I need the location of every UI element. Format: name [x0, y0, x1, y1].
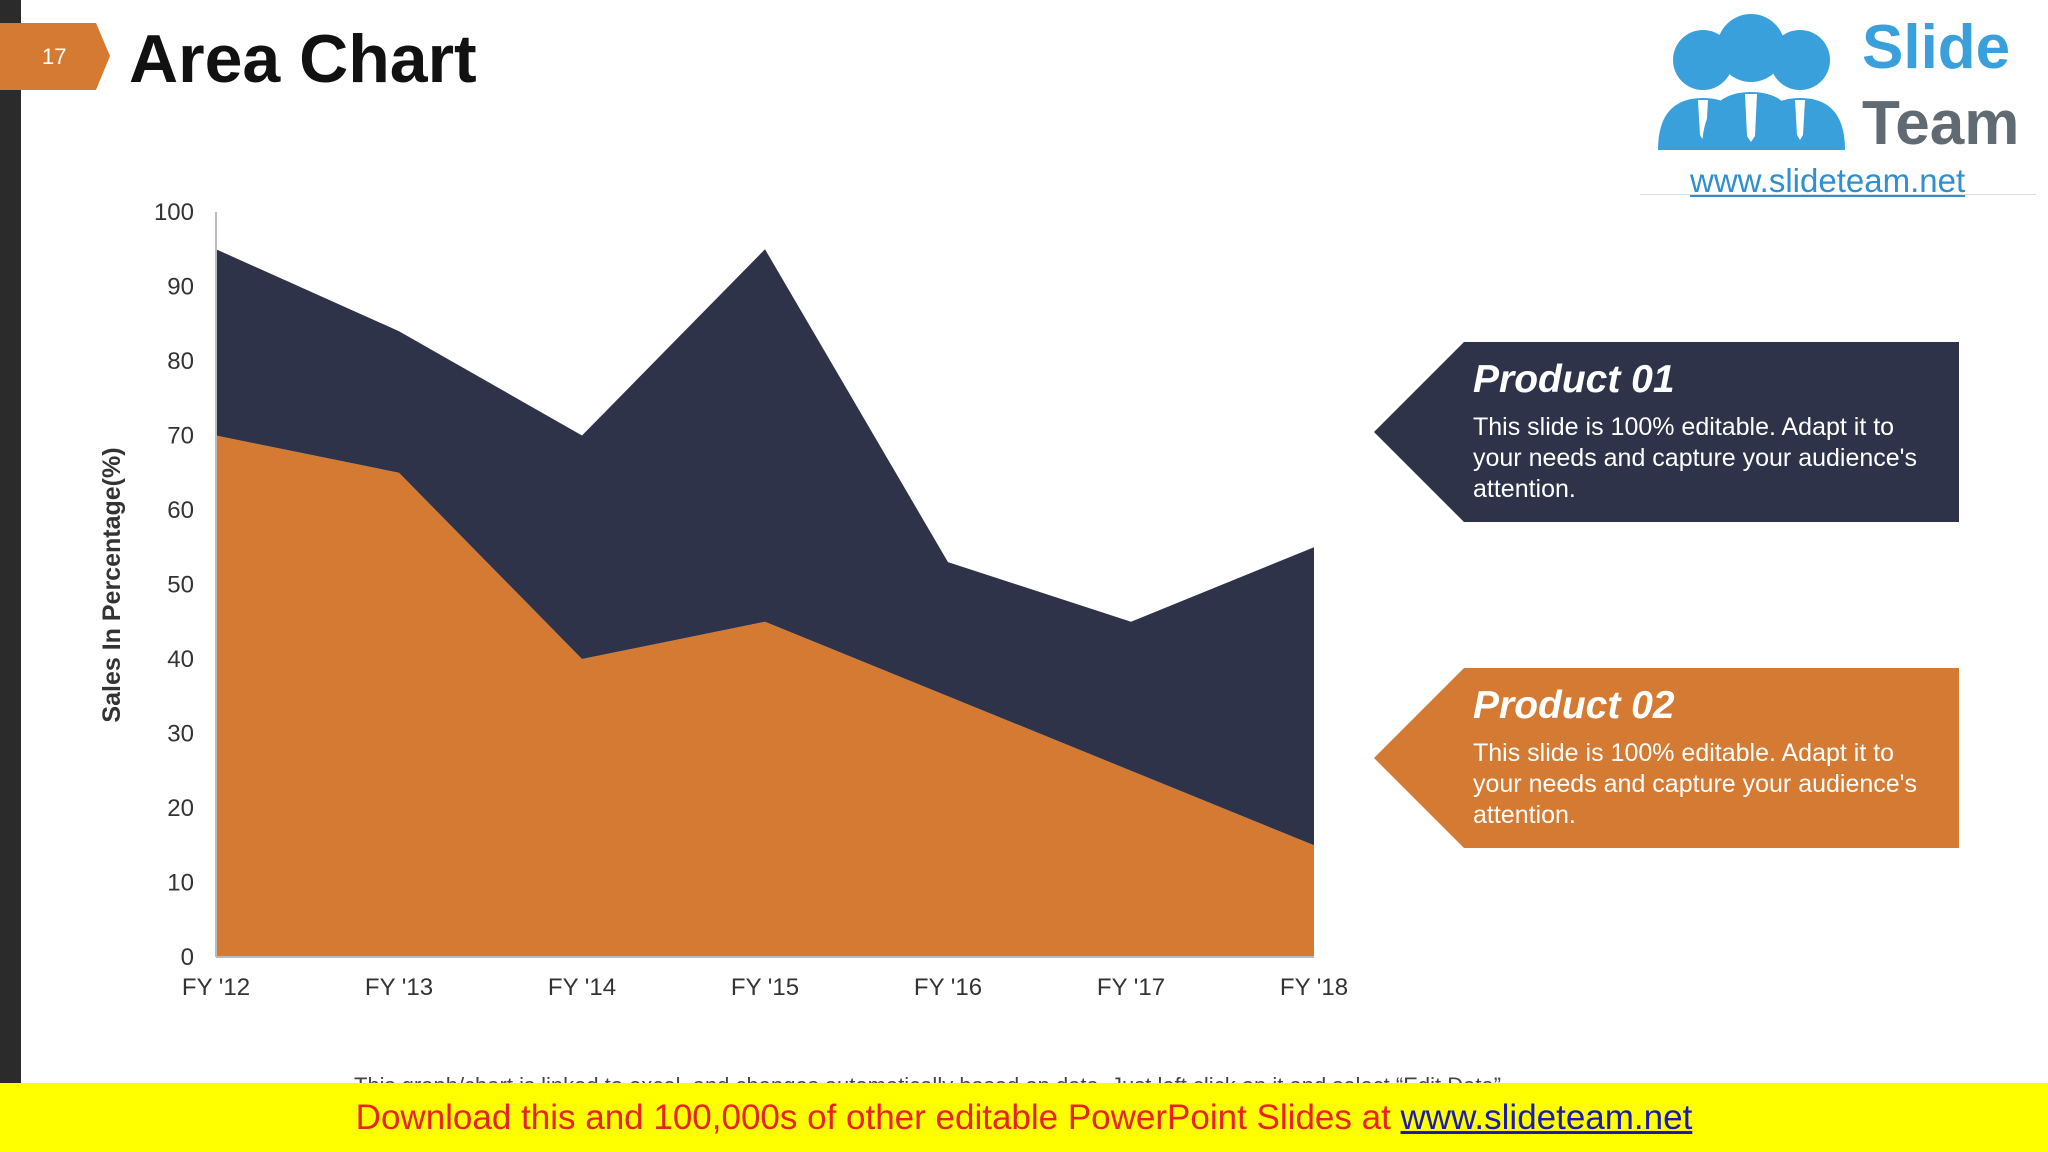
logo-url-link[interactable]: www.slideteam.net: [1690, 162, 1966, 199]
slideteam-logo[interactable]: Slide Team www.slideteam.net: [1640, 0, 2036, 199]
x-tick-label: FY '13: [365, 974, 433, 1001]
callout-product-01-title: Product 01: [1473, 358, 1675, 401]
callout-product-02-title: Product 02: [1473, 684, 1675, 727]
three-people-icon: [1658, 14, 1845, 150]
y-tick-label: 80: [167, 348, 194, 375]
y-tick-label: 100: [154, 199, 194, 226]
callout-product-01-shape: [1374, 342, 1959, 522]
download-banner[interactable]: Download this and 100,000s of other edit…: [0, 1083, 2048, 1152]
y-tick-label: 30: [167, 721, 194, 748]
callout-product-01-text: This slide is 100% editable. Adapt it to…: [1473, 413, 1917, 503]
chart-areas: [216, 249, 1314, 957]
logo-word-slide: Slide: [1862, 13, 2011, 82]
x-tick-label: FY '16: [914, 974, 982, 1001]
y-tick-label: 10: [167, 870, 194, 897]
page-badge-shape: [0, 23, 110, 90]
callout-product-02: Product 02 This slide is 100% editable. …: [1374, 668, 1959, 848]
x-tick-label: FY '18: [1280, 974, 1348, 1001]
logo-word-team: Team: [1862, 89, 2020, 158]
y-tick-label: 50: [167, 572, 194, 599]
callout-product-02-shape: [1374, 668, 1959, 848]
x-tick-label: FY '12: [182, 974, 250, 1001]
banner-link[interactable]: www.slideteam.net: [1400, 1098, 1693, 1137]
x-tick-label: FY '17: [1097, 974, 1165, 1001]
y-tick-label: 70: [167, 423, 194, 450]
y-tick-label: 90: [167, 274, 194, 301]
area-series-2: [216, 249, 1314, 846]
page-number-badge: 17: [0, 23, 110, 90]
y-axis-title: Sales In Percentage(%): [98, 447, 126, 722]
left-accent-bar: [0, 0, 21, 1083]
banner-text: Download this and 100,000s of other edit…: [355, 1098, 1401, 1137]
x-tick-label: FY '14: [548, 974, 616, 1001]
x-tick-label: FY '15: [731, 974, 799, 1001]
callout-product-01: Product 01 This slide is 100% editable. …: [1374, 342, 1959, 522]
slide-title: Area Chart: [129, 21, 477, 97]
y-tick-labels: 0 10 20 30 40 50 60 70 80 90 100: [154, 199, 194, 971]
y-tick-label: 20: [167, 795, 194, 822]
y-tick-label: 60: [167, 497, 194, 524]
y-tick-label: 40: [167, 646, 194, 673]
page-number: 17: [42, 44, 67, 69]
callout-product-02-text: This slide is 100% editable. Adapt it to…: [1473, 739, 1917, 829]
logo-divider: [1640, 194, 2036, 195]
y-tick-label: 0: [181, 944, 194, 971]
x-tick-labels: FY '12 FY '13 FY '14 FY '15 FY '16 FY '17 FY '…: [182, 974, 1348, 1001]
